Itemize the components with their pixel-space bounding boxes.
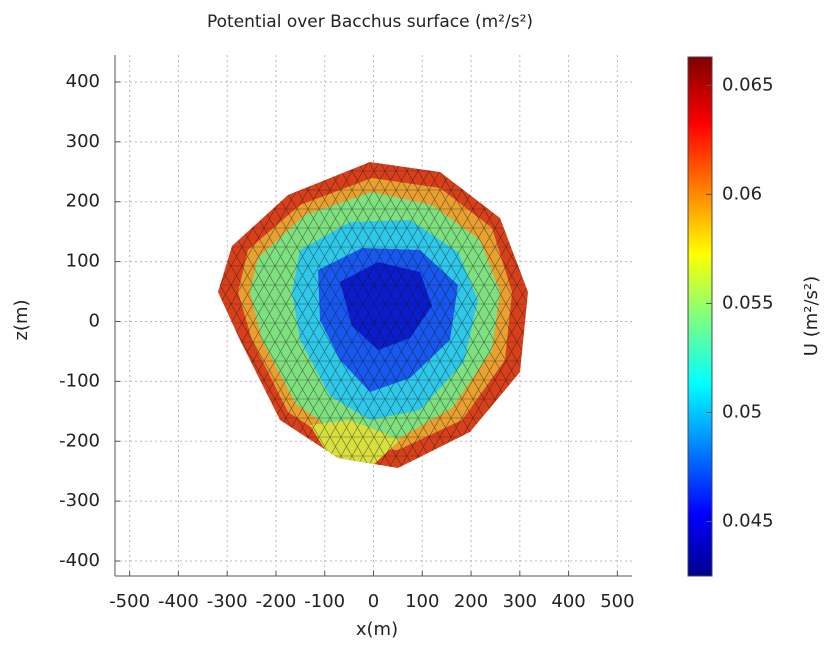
x-tick-label: -100 — [304, 591, 345, 612]
y-tick-label: -300 — [59, 490, 100, 511]
x-tick-label: -300 — [207, 591, 248, 612]
x-tick-label: 400 — [551, 591, 585, 612]
y-tick-label: -200 — [59, 430, 100, 451]
colorbar — [687, 56, 713, 577]
y-tick-label: 400 — [66, 71, 100, 92]
x-tick-label: -400 — [158, 591, 199, 612]
colorbar-label: U (m²/s²) — [801, 276, 822, 356]
x-tick-label: -200 — [256, 591, 297, 612]
colorbar-tick-label: 0.055 — [722, 292, 774, 313]
x-tick-label: 200 — [454, 591, 488, 612]
y-axis-label: z(m) — [11, 299, 32, 340]
y-tick-label: 300 — [66, 131, 100, 152]
colorbar-tick-label: 0.065 — [722, 74, 774, 95]
y-tick-label: 100 — [66, 251, 100, 272]
y-tick-label: -400 — [59, 550, 100, 571]
x-axis-label: x(m) — [356, 619, 398, 640]
colorbar-tick-label: 0.05 — [722, 401, 762, 422]
x-tick-label: 500 — [600, 591, 634, 612]
plot-area — [114, 55, 632, 577]
x-tick-label: 300 — [503, 591, 537, 612]
colorbar-tick-label: 0.045 — [722, 510, 774, 531]
colorbar-tick-label: 0.06 — [722, 183, 762, 204]
x-tick-label: 100 — [405, 591, 439, 612]
x-tick-label: 0 — [368, 591, 379, 612]
y-tick-label: 0 — [89, 310, 100, 331]
x-tick-label: -500 — [109, 591, 150, 612]
y-tick-label: -100 — [59, 370, 100, 391]
chart-title: Potential over Bacchus surface (m²/s²) — [207, 12, 533, 32]
y-tick-label: 200 — [66, 191, 100, 212]
